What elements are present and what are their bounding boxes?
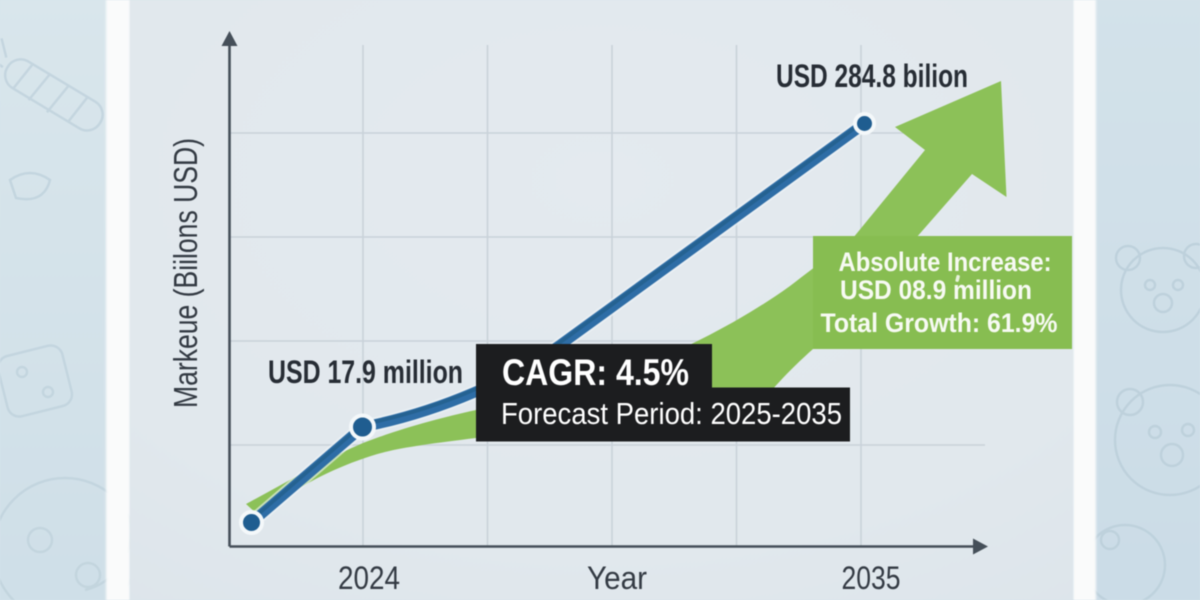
svg-text:Forecast Period: 2025-2035: Forecast Period: 2025-2035	[501, 396, 842, 431]
svg-text:USD 08.9 million: USD 08.9 million	[840, 275, 1032, 305]
svg-text:USD 284.8 bilion: USD 284.8 bilion	[776, 58, 968, 94]
svg-text:USD 17.9 million: USD 17.9 million	[268, 354, 463, 390]
svg-text:2035: 2035	[842, 560, 901, 596]
svg-text:CAGR: 4.5%: CAGR: 4.5%	[502, 352, 689, 393]
svg-text:Year: Year	[587, 560, 647, 596]
svg-text:Markeue (Biilons USD): Markeue (Biilons USD)	[167, 138, 204, 408]
svg-text:Absolute Increase:: Absolute Increase:	[839, 247, 1052, 277]
svg-text:2024: 2024	[338, 560, 400, 596]
svg-text:Total Growth: 61.9%: Total Growth: 61.9%	[821, 308, 1058, 338]
